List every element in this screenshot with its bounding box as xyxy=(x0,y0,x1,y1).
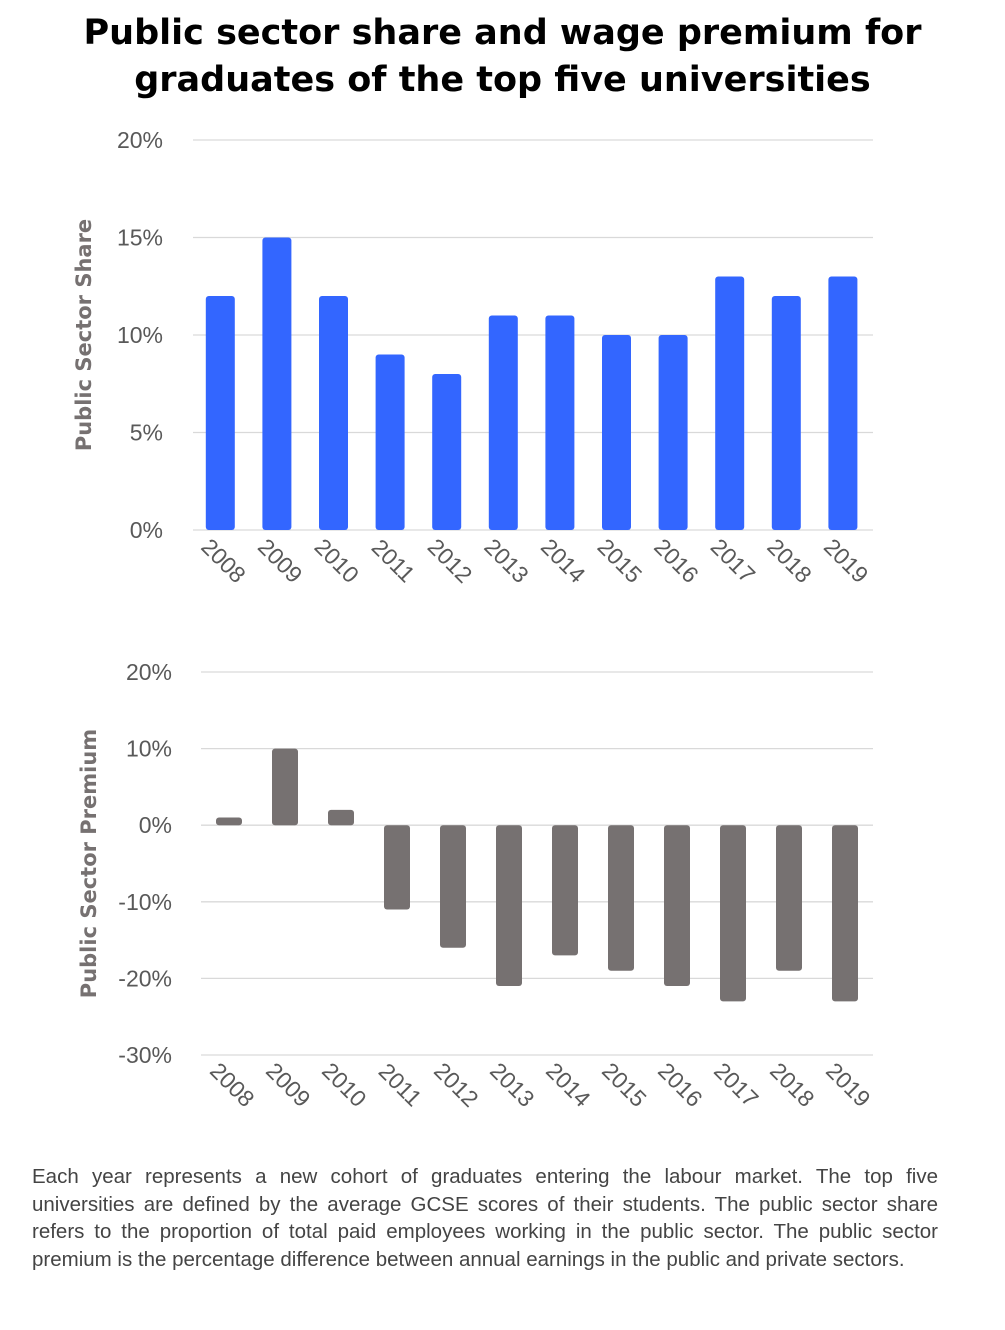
share-bar-2012 xyxy=(432,374,462,530)
share-bar-2014 xyxy=(545,315,575,530)
share-y-tick-label: 10% xyxy=(117,322,163,348)
share-x-tick-label: 2011 xyxy=(367,534,420,587)
premium-x-tick-label: 2011 xyxy=(374,1058,427,1111)
share-x-tick-label: 2013 xyxy=(479,533,534,588)
chart-title-line-1: Public sector share and wage premium for xyxy=(83,13,922,53)
premium-y-tick-label: -20% xyxy=(118,965,172,991)
share-y-tick-label: 5% xyxy=(130,420,163,446)
share-x-tick-label: 2012 xyxy=(423,533,478,588)
share-bar-2016 xyxy=(658,335,688,530)
share-bar-2008 xyxy=(205,296,235,530)
public-sector-premium-chart: -30% -20% -10% 0% 10% 20% Public Sector Premiu… xyxy=(77,659,876,1112)
premium-x-tick-label: 2013 xyxy=(485,1057,540,1112)
share-x-tick-label: 2009 xyxy=(253,533,308,588)
share-x-tick-label: 2014 xyxy=(536,533,591,588)
premium-x-tick-label: 2017 xyxy=(709,1057,764,1112)
premium-bar-2013 xyxy=(496,825,522,987)
share-y-tick-label: 15% xyxy=(117,225,163,251)
chart-title-line-2: graduates of the top five universities xyxy=(134,60,871,100)
premium-bar-2009 xyxy=(272,748,298,826)
share-bar-2010 xyxy=(319,296,348,530)
premium-y-tick-label: 0% xyxy=(139,812,172,838)
share-x-tick-label: 2016 xyxy=(649,533,704,588)
share-x-tick-label: 2018 xyxy=(762,533,817,588)
premium-x-tick-label: 2015 xyxy=(597,1057,652,1112)
share-x-tick-label: 2015 xyxy=(593,533,648,588)
public-sector-share-chart: 0% 5% 10% 15% 20% Public Sector Share 2008 2009… xyxy=(72,127,874,588)
premium-bar-2016 xyxy=(664,825,690,987)
premium-x-tick-label: 2010 xyxy=(317,1057,372,1112)
share-x-tick-label: 2019 xyxy=(819,533,874,588)
premium-y-tick-label: 10% xyxy=(126,736,172,762)
chart-title: Public sector share and wage premium for… xyxy=(0,10,1005,104)
premium-x-tick-label: 2012 xyxy=(429,1057,484,1112)
share-x-tick-label: 2008 xyxy=(196,533,251,588)
premium-bar-2019 xyxy=(832,825,858,1002)
share-bar-2019 xyxy=(828,276,858,530)
premium-y-tick-label: 20% xyxy=(126,659,172,685)
premium-bar-2014 xyxy=(552,825,578,956)
share-x-tick-label: 2017 xyxy=(706,533,761,588)
share-y-tick-label: 0% xyxy=(130,517,163,543)
premium-bar-2010 xyxy=(328,809,354,826)
premium-bar-2012 xyxy=(440,825,466,948)
share-bar-2015 xyxy=(602,335,631,530)
share-y-axis-title: Public Sector Share xyxy=(72,219,96,451)
chart-caption: Each year represents a new cohort of gra… xyxy=(32,1165,938,1271)
premium-x-tick-label: 2014 xyxy=(541,1057,596,1112)
premium-bar-2011 xyxy=(384,825,410,910)
premium-bar-2018 xyxy=(776,825,802,971)
share-bar-2011 xyxy=(375,354,405,530)
premium-bar-2015 xyxy=(608,825,634,971)
premium-x-tick-label: 2019 xyxy=(821,1057,876,1112)
premium-x-tick-label: 2008 xyxy=(205,1057,260,1112)
share-bar-2018 xyxy=(771,296,801,530)
premium-x-tick-label: 2018 xyxy=(765,1057,820,1112)
premium-y-tick-label: -30% xyxy=(118,1042,172,1068)
premium-y-tick-label: -10% xyxy=(118,889,172,915)
share-bar-2013 xyxy=(488,315,518,530)
premium-y-axis-title: Public Sector Premium xyxy=(77,729,101,998)
share-x-tick-label: 2010 xyxy=(310,533,365,588)
premium-x-tick-label: 2009 xyxy=(261,1057,316,1112)
premium-bar-2008 xyxy=(216,817,242,826)
share-bar-2009 xyxy=(262,237,292,530)
share-bar-2017 xyxy=(715,276,745,530)
share-y-tick-label: 20% xyxy=(117,127,163,153)
premium-x-tick-label: 2016 xyxy=(653,1057,708,1112)
premium-bar-2017 xyxy=(720,825,746,1002)
